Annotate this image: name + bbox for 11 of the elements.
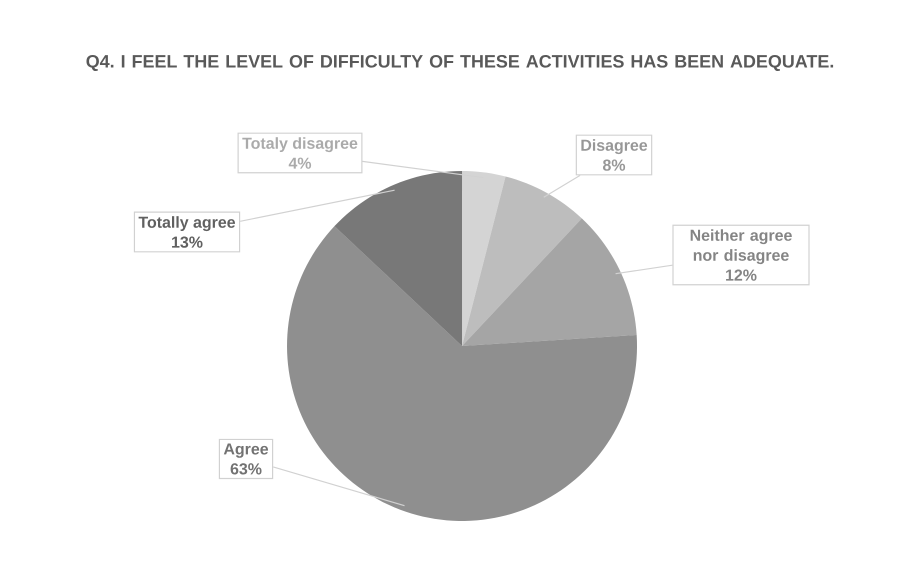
data-label: 13% bbox=[172, 236, 203, 248]
slice-label: Neither agree nor disagree bbox=[690, 229, 792, 264]
data-label: 12% bbox=[726, 270, 757, 281]
slice-label: Totally agree bbox=[138, 216, 236, 232]
data-label: 63% bbox=[230, 463, 262, 475]
slice-label: Disagree bbox=[581, 139, 648, 154]
slice-label: Totaly disagree bbox=[242, 137, 358, 152]
data-label: 4% bbox=[288, 158, 312, 169]
slice-label: Agree bbox=[224, 443, 268, 458]
data-label: 8% bbox=[602, 160, 626, 171]
chart-title: Q4. I FEEL THE LEVEL OF DIFFICULTY OF THESE ACTIVITIES HAS BEEN ADEQUATE. bbox=[86, 54, 834, 72]
